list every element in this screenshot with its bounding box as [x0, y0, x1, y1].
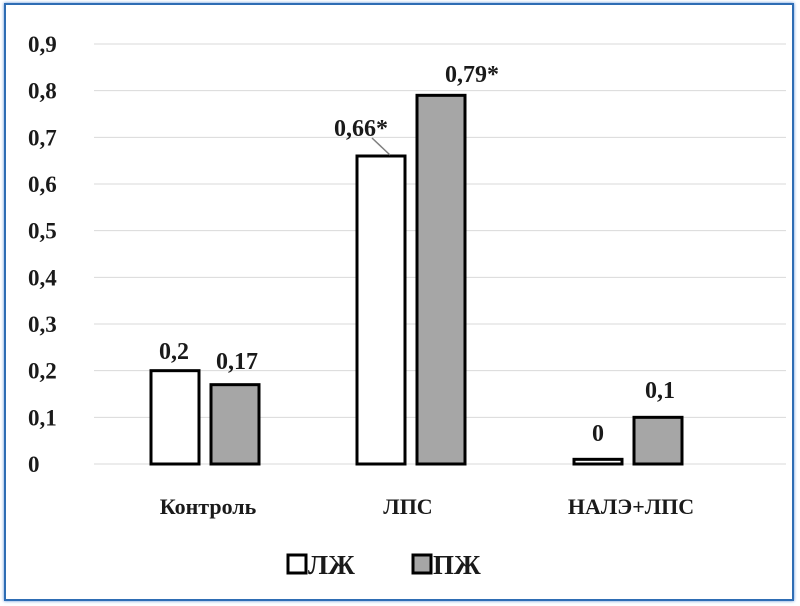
y-tick-label: 0,5 — [28, 219, 57, 244]
data-label: 0,1 — [645, 378, 675, 404]
bar-lzh[interactable] — [149, 369, 201, 466]
x-category-label: ЛПС — [383, 494, 432, 519]
x-category-label: НАЛЭ+ЛПС — [568, 494, 694, 519]
y-tick-label: 0,4 — [28, 265, 57, 290]
bar-lzh[interactable] — [355, 154, 407, 466]
y-tick-label: 0,8 — [28, 79, 57, 104]
x-category-label: Контроль — [160, 494, 257, 519]
data-label: 0,2 — [159, 339, 189, 365]
data-label-leader — [371, 137, 391, 156]
y-tick-label: 0 — [28, 452, 40, 477]
y-tick-label: 0,1 — [28, 405, 57, 430]
y-tick-label: 0,2 — [28, 359, 57, 384]
bar-chart: 0 0,1 0,2 0,3 0,4 0,5 0,6 0,7 0,8 0,9 0,2 0,66* 0 0,1… — [28, 32, 786, 580]
data-label: 0 — [592, 421, 604, 447]
bar-pzh[interactable] — [209, 383, 261, 466]
bar-pzh[interactable] — [632, 415, 684, 466]
legend-label: ЛЖ — [308, 550, 355, 580]
data-label: 0,79* — [445, 62, 499, 88]
y-tick-label: 0,9 — [28, 32, 57, 57]
legend-swatch — [286, 553, 308, 575]
chart-frame: 0 0,1 0,2 0,3 0,4 0,5 0,6 0,7 0,8 0,9 0,2 0,66* 0 0,1… — [4, 3, 794, 601]
data-label: 0,66* — [334, 116, 388, 142]
data-label: 0,17 — [216, 349, 258, 375]
y-tick-label: 0,3 — [28, 312, 57, 337]
y-tick-label: 0,6 — [28, 172, 57, 197]
y-tick-label: 0,7 — [28, 125, 57, 150]
bar-pzh[interactable] — [415, 93, 467, 466]
legend-label: ПЖ — [433, 550, 481, 580]
bar-lzh[interactable] — [572, 457, 624, 466]
legend-swatch — [411, 553, 433, 575]
